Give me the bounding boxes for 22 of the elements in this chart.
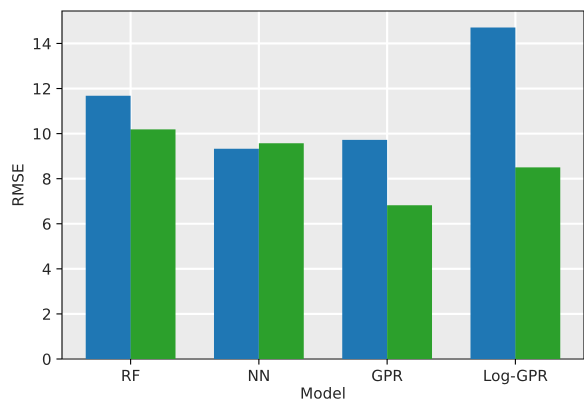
y-tick-label: 12 [34, 83, 50, 94]
bar [342, 140, 388, 359]
x-tick-label: RF [122, 370, 140, 382]
bar [515, 167, 560, 359]
y-axis-title: RMSE [12, 164, 24, 206]
y-tick-label: 10 [34, 128, 51, 140]
x-tick-label: Log-GPR [484, 370, 548, 384]
bar [258, 143, 304, 359]
y-tick-label: 8 [42, 173, 51, 185]
bar [387, 205, 432, 359]
x-tick-label: GPR [372, 370, 403, 382]
x-tick-label: NN [248, 370, 269, 382]
x-axis-title: Model [302, 386, 344, 399]
bar [214, 148, 259, 359]
y-tick-label: 6 [42, 218, 51, 230]
bar [470, 27, 516, 359]
bar [86, 96, 131, 359]
y-tick-label: 14 [34, 38, 51, 50]
y-tick-label: 2 [42, 308, 50, 320]
bar [130, 129, 176, 359]
y-tick-label: 0 [42, 353, 51, 366]
y-tick-label: 4 [42, 264, 51, 275]
